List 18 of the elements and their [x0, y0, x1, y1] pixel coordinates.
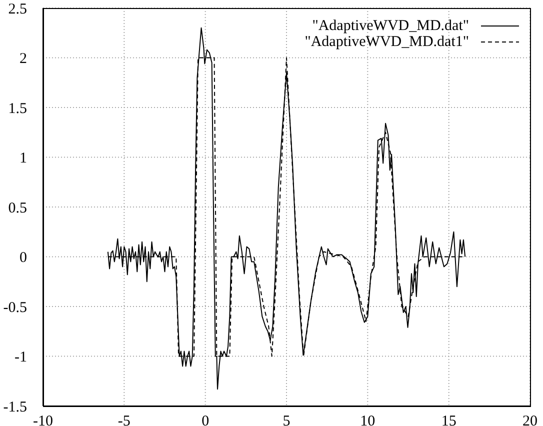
y-tick-label: 2 — [20, 51, 27, 68]
x-tick-label: -10 — [33, 414, 53, 426]
y-tick-label: -1 — [14, 350, 27, 366]
y-tick-label: 1.5 — [8, 100, 27, 117]
legend-label: "AdaptiveWVD_MD.dat" — [312, 18, 469, 34]
x-tick-label: 10 — [360, 414, 376, 426]
y-tick-label: 0 — [20, 250, 27, 266]
x-tick-label: 20 — [522, 414, 538, 426]
y-tick-label: 1 — [20, 150, 27, 167]
x-tick-label: 15 — [441, 414, 456, 426]
x-tick-label: 0 — [202, 414, 210, 426]
x-tick-label: 5 — [282, 414, 290, 426]
y-tick-label: -1.5 — [3, 399, 27, 416]
legend-label: "AdaptiveWVD_MD.dat1" — [304, 34, 469, 50]
y-tick-label: 0.5 — [8, 200, 27, 216]
y-tick-label: 2.5 — [8, 1, 27, 18]
x-tick-label: -5 — [118, 414, 130, 426]
y-tick-label: -0.5 — [3, 300, 27, 316]
